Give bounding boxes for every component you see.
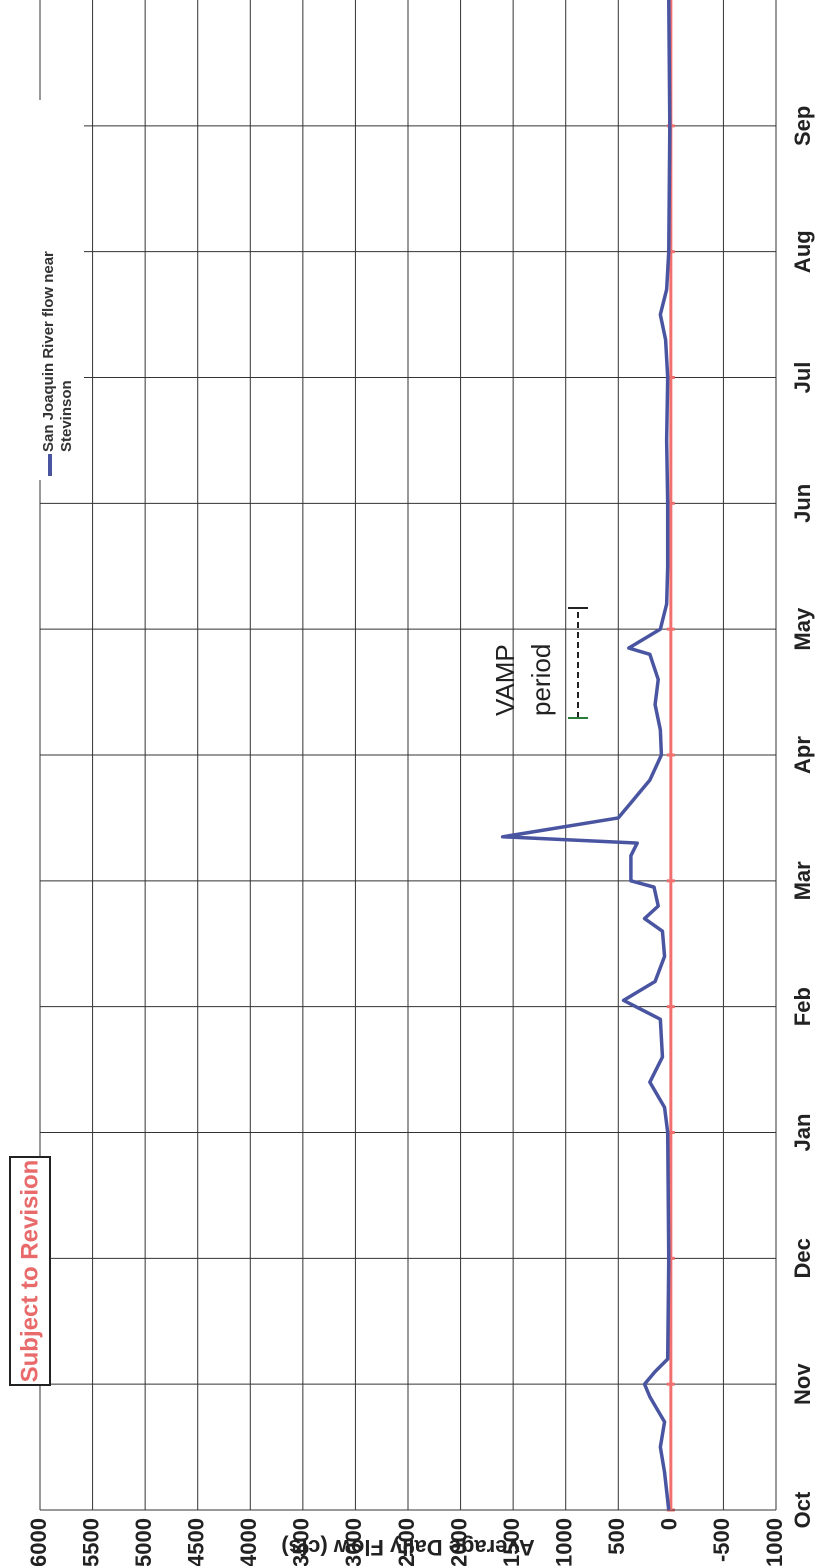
x-tick-label: Nov (790, 1363, 815, 1405)
y-tick-label: 5500 (78, 1518, 103, 1566)
y-tick-label: 3000 (341, 1518, 366, 1566)
x-tick-label: Jan (790, 1114, 815, 1152)
y-tick-label: 2000 (446, 1518, 471, 1566)
x-tick-label: Mar (790, 861, 815, 901)
annotation: VAMP (490, 644, 520, 716)
x-tick-label: Sep (790, 106, 815, 146)
x-tick-label: Feb (790, 987, 815, 1026)
stamp-text: Subject to Revision (16, 1160, 43, 1383)
y-tick-label: 3500 (289, 1518, 314, 1566)
y-tick-label: 5000 (131, 1518, 156, 1566)
x-tick-label: Oct (790, 1491, 815, 1528)
x-tick-label: Jun (790, 484, 815, 523)
y-tick-label: -500 (709, 1518, 734, 1562)
x-tick-label: Aug (790, 230, 815, 273)
x-tick-label: May (790, 607, 815, 651)
legend-label: San Joaquin River flow near Stevinson (40, 251, 75, 452)
annotation: period (526, 644, 556, 716)
y-tick-label: -1000 (762, 1518, 787, 1566)
x-tick-label: Jul (790, 362, 815, 394)
y-tick-label: 4500 (184, 1518, 209, 1566)
labels: Average Daily Flow (cfs) Subject to Revi… (9, 100, 815, 1566)
y-tick-label: 500 (604, 1518, 629, 1555)
stamp-box (9, 1156, 51, 1386)
legend-label-box: San Joaquin River flow near Stevinson (40, 251, 75, 452)
y-tick-label: 4000 (236, 1518, 261, 1566)
y-tick-label: 0 (657, 1518, 682, 1530)
flow-line (500, 0, 672, 1511)
x-tick-label: Dec (790, 1238, 815, 1278)
grid (39, 0, 777, 1512)
y-axis-title: Average Daily Flow (cfs) (281, 1535, 534, 1560)
legend (38, 100, 84, 480)
marks (500, 0, 672, 1511)
y-tick-label: 2500 (394, 1518, 419, 1566)
y-tick-label: 1000 (552, 1518, 577, 1566)
y-tick-label: 1500 (499, 1518, 524, 1566)
x-tick-label: Apr (790, 736, 815, 774)
y-tick-label: 6000 (26, 1518, 51, 1566)
